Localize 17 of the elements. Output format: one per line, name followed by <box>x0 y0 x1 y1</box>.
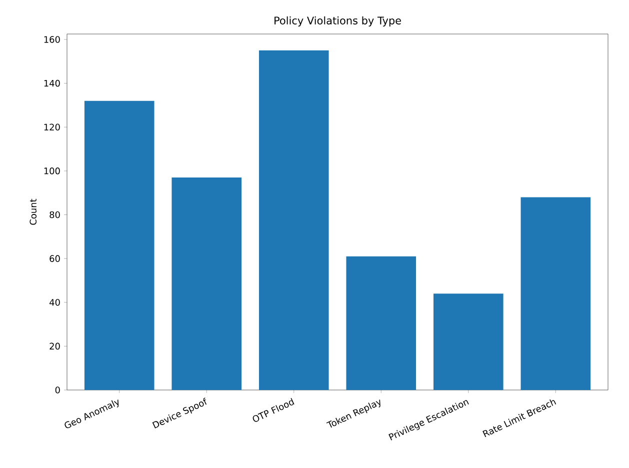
y-tick-label: 20 <box>50 342 60 350</box>
y-tick-label: 160 <box>44 36 60 43</box>
y-tick-label: 140 <box>44 80 60 87</box>
y-tick-label: 80 <box>50 211 60 218</box>
y-tick-label: 0 <box>55 386 60 394</box>
chart-title: Policy Violations by Type <box>274 16 401 26</box>
y-axis-title: Count <box>30 198 37 225</box>
bar <box>258 50 329 390</box>
bar <box>172 177 242 390</box>
y-tick-label: 60 <box>50 255 60 262</box>
bar <box>346 256 416 390</box>
bar <box>84 100 154 390</box>
y-tick-label: 100 <box>44 168 60 174</box>
y-tick-label: 40 <box>50 298 60 306</box>
bar <box>520 197 591 390</box>
y-tick-label: 120 <box>44 124 60 130</box>
bar <box>433 294 504 390</box>
